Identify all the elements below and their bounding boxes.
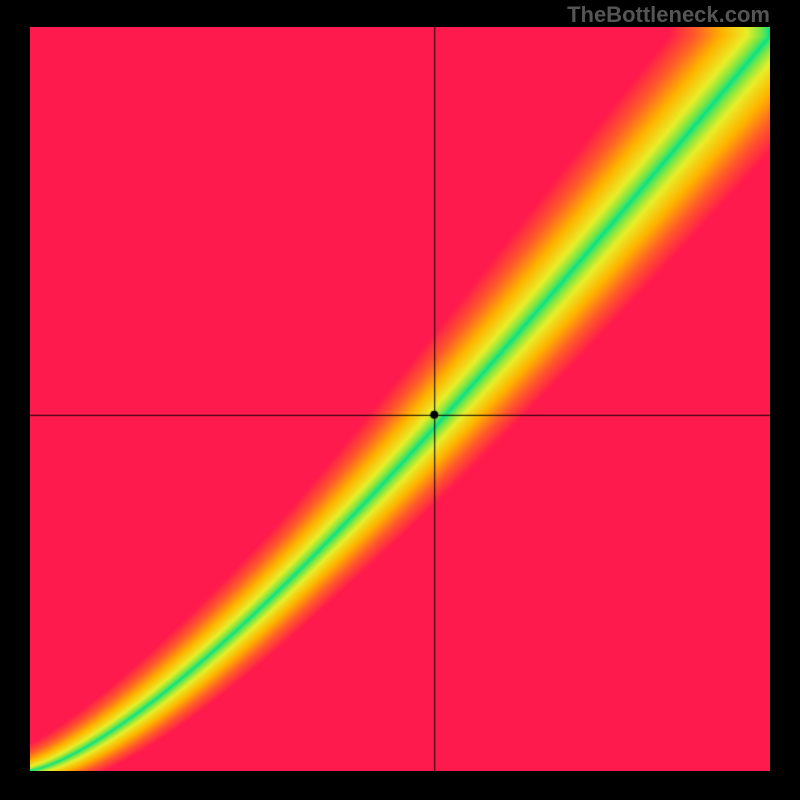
watermark-text: TheBottleneck.com bbox=[567, 2, 770, 28]
chart-container: TheBottleneck.com bbox=[0, 0, 800, 800]
bottleneck-heatmap bbox=[30, 27, 770, 771]
